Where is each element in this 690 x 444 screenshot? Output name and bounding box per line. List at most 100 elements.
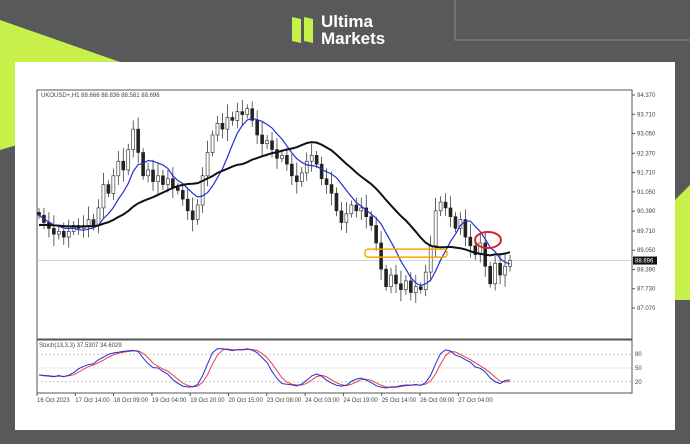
y-tick-label: 92.370	[637, 151, 656, 157]
candle	[433, 210, 438, 247]
candle	[37, 211, 41, 216]
resistance-circle	[474, 231, 502, 250]
y-tick-label: 88.390	[637, 267, 656, 273]
candle	[498, 263, 502, 276]
candle	[354, 204, 359, 212]
candle	[404, 280, 408, 290]
candle	[285, 155, 289, 165]
stoch-level-label: 50	[635, 366, 642, 372]
candle	[488, 265, 492, 285]
current-price-label: 88.696	[635, 259, 654, 265]
x-tick-label: 18 Oct 09:00	[114, 398, 149, 404]
candle	[399, 283, 403, 290]
candle	[176, 187, 180, 191]
price-pane	[36, 89, 633, 340]
candle	[260, 134, 264, 145]
current-price-badge	[633, 256, 657, 265]
candle	[349, 204, 354, 215]
candle	[151, 169, 155, 182]
candle	[473, 245, 478, 255]
candle	[314, 155, 319, 165]
candle	[299, 172, 304, 182]
stoch-level-label: 20	[635, 380, 642, 386]
candle	[468, 236, 473, 247]
y-tick-label: 91.050	[637, 190, 656, 196]
x-tick-label: 16 Oct 2023	[37, 398, 70, 404]
price-chart[interactable]: UKOUSD+,H1 88.666 88.836 88.581 88.696 S…	[15, 62, 675, 430]
logo-mark-icon	[292, 17, 313, 43]
x-tick-label: 27 Oct 04:00	[458, 398, 493, 404]
y-tick-label: 89.710	[637, 229, 656, 235]
y-tick-label: 91.710	[637, 171, 656, 177]
candle	[503, 265, 507, 276]
candle	[171, 178, 175, 188]
fast-moving-average-line	[38, 117, 511, 287]
candle	[309, 155, 314, 162]
stoch-main-line	[38, 348, 511, 389]
candle	[394, 274, 398, 285]
x-tick-label: 25 Oct 14:00	[382, 398, 417, 404]
candle	[180, 190, 185, 200]
x-tick-label: 26 Oct 09:00	[420, 398, 455, 404]
candle	[265, 140, 269, 145]
candle	[185, 198, 190, 212]
candle	[359, 207, 364, 212]
candle	[230, 117, 235, 121]
y-tick-label: 93.050	[637, 132, 656, 138]
candle	[156, 175, 160, 182]
x-tick-label: 23 Oct 08:00	[267, 398, 302, 404]
x-tick-label: 24 Oct 19:00	[343, 398, 378, 404]
candle	[61, 230, 66, 238]
candle	[240, 111, 245, 115]
candle	[270, 140, 274, 150]
candle	[304, 160, 309, 174]
chart-title: UKOUSD+,H1 88.666 88.836 88.581 88.696	[41, 93, 160, 99]
candle	[324, 178, 329, 185]
candle	[423, 271, 428, 290]
candle	[52, 228, 56, 235]
candle	[334, 193, 339, 212]
y-tick-label: 94.370	[637, 93, 656, 99]
candle	[121, 160, 126, 171]
candle	[493, 263, 497, 285]
candle	[418, 286, 423, 290]
stoch-level-label: 80	[635, 352, 642, 358]
candle	[210, 134, 215, 153]
y-tick-label: 89.050	[637, 248, 656, 254]
candle	[319, 163, 324, 180]
y-tick-label: 93.710	[637, 112, 656, 118]
candle	[448, 207, 453, 217]
stoch-pane	[36, 339, 633, 394]
candle	[339, 210, 344, 223]
candle	[111, 175, 116, 194]
candle	[389, 274, 393, 287]
y-tick-label: 87.070	[637, 306, 656, 312]
y-tick-label: 90.390	[637, 209, 656, 215]
candle	[250, 108, 254, 121]
candle	[57, 230, 61, 235]
candle	[344, 213, 349, 223]
candle	[453, 216, 458, 229]
candle	[136, 128, 140, 153]
candle	[369, 216, 373, 226]
candle	[379, 242, 383, 270]
candle	[413, 286, 418, 293]
candle	[463, 219, 468, 238]
candle	[290, 163, 294, 177]
candle	[166, 178, 170, 185]
candle	[245, 108, 250, 115]
candle	[295, 175, 299, 182]
candle	[329, 184, 334, 194]
candle	[443, 201, 448, 209]
candle	[438, 201, 443, 212]
candle	[225, 117, 230, 130]
x-tick-label: 20 Oct 15:00	[229, 398, 264, 404]
slow-moving-average-line	[38, 141, 511, 257]
x-tick-label: 24 Oct 03:00	[305, 398, 340, 404]
candle	[91, 219, 96, 226]
stoch-label: Stoch(13,3,3) 37.5307 34.6029	[39, 343, 122, 349]
candle	[190, 210, 195, 220]
candle	[275, 149, 279, 159]
candle	[235, 111, 240, 121]
candle	[200, 175, 205, 206]
